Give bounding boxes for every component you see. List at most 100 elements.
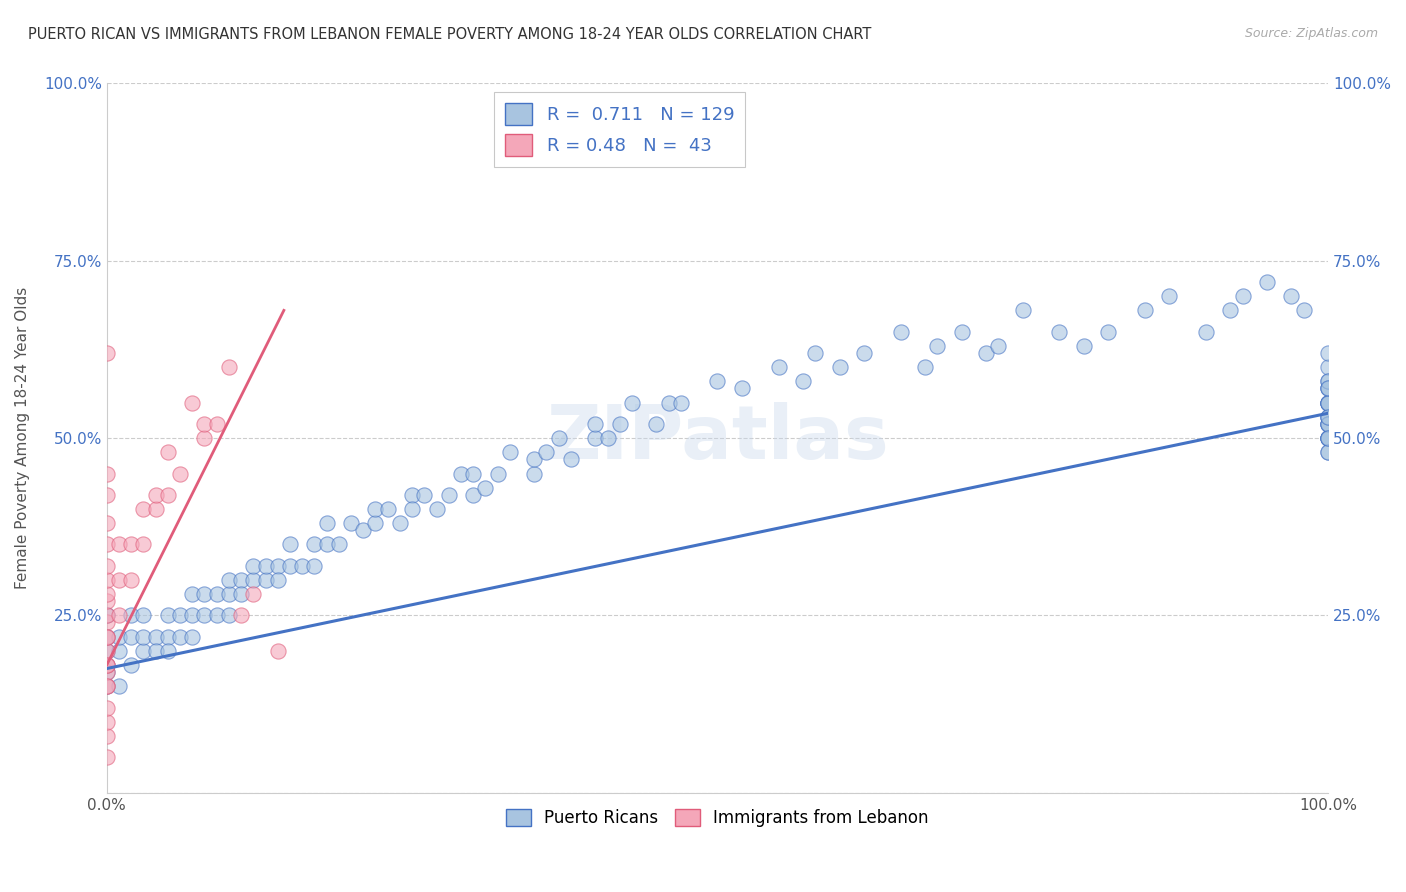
Point bbox=[242, 587, 264, 601]
Point bbox=[156, 445, 179, 459]
Point bbox=[181, 630, 204, 644]
Point bbox=[1159, 289, 1181, 303]
Point bbox=[1317, 417, 1340, 431]
Point bbox=[108, 679, 131, 693]
Point bbox=[1317, 409, 1340, 424]
Point bbox=[1256, 275, 1278, 289]
Point bbox=[96, 346, 118, 360]
Point bbox=[181, 395, 204, 409]
Point bbox=[1317, 360, 1340, 375]
Point bbox=[1317, 409, 1340, 424]
Point bbox=[890, 325, 912, 339]
Point bbox=[1317, 445, 1340, 459]
Point bbox=[156, 644, 179, 658]
Point bbox=[96, 750, 118, 764]
Point bbox=[474, 481, 496, 495]
Point bbox=[377, 502, 399, 516]
Point bbox=[229, 608, 252, 623]
Point bbox=[132, 502, 155, 516]
Point bbox=[145, 630, 167, 644]
Point bbox=[96, 700, 118, 714]
Point bbox=[1317, 417, 1340, 431]
Point bbox=[96, 608, 118, 623]
Point bbox=[229, 587, 252, 601]
Point bbox=[328, 537, 350, 551]
Point bbox=[1317, 381, 1340, 395]
Point bbox=[145, 502, 167, 516]
Point bbox=[205, 417, 228, 431]
Point bbox=[596, 431, 619, 445]
Point bbox=[1219, 303, 1241, 318]
Point bbox=[96, 608, 118, 623]
Point bbox=[205, 608, 228, 623]
Point bbox=[108, 608, 131, 623]
Point bbox=[1011, 303, 1033, 318]
Point bbox=[1317, 395, 1340, 409]
Point bbox=[96, 467, 118, 481]
Point bbox=[96, 558, 118, 573]
Point bbox=[181, 587, 204, 601]
Point bbox=[108, 630, 131, 644]
Point bbox=[169, 608, 191, 623]
Point bbox=[450, 467, 472, 481]
Point bbox=[828, 360, 851, 375]
Point bbox=[193, 431, 215, 445]
Point bbox=[254, 558, 277, 573]
Point bbox=[96, 658, 118, 673]
Legend: Puerto Ricans, Immigrants from Lebanon: Puerto Ricans, Immigrants from Lebanon bbox=[499, 803, 935, 834]
Point bbox=[96, 665, 118, 679]
Point bbox=[145, 644, 167, 658]
Point bbox=[1281, 289, 1303, 303]
Point bbox=[120, 573, 142, 587]
Point bbox=[96, 679, 118, 693]
Point bbox=[96, 644, 118, 658]
Point bbox=[927, 339, 949, 353]
Point bbox=[120, 537, 142, 551]
Y-axis label: Female Poverty Among 18-24 Year Olds: Female Poverty Among 18-24 Year Olds bbox=[15, 287, 30, 590]
Point bbox=[218, 587, 240, 601]
Point bbox=[218, 360, 240, 375]
Point bbox=[96, 679, 118, 693]
Point bbox=[1317, 431, 1340, 445]
Point bbox=[1317, 395, 1340, 409]
Point bbox=[96, 729, 118, 743]
Point bbox=[1317, 445, 1340, 459]
Point bbox=[108, 573, 131, 587]
Point bbox=[620, 395, 643, 409]
Point bbox=[583, 417, 606, 431]
Point bbox=[1317, 417, 1340, 431]
Point bbox=[291, 558, 314, 573]
Point bbox=[437, 488, 460, 502]
Point bbox=[96, 488, 118, 502]
Point bbox=[1317, 431, 1340, 445]
Point bbox=[304, 537, 326, 551]
Point bbox=[96, 630, 118, 644]
Text: Source: ZipAtlas.com: Source: ZipAtlas.com bbox=[1244, 27, 1378, 40]
Point bbox=[120, 630, 142, 644]
Point bbox=[1317, 417, 1340, 431]
Point bbox=[156, 608, 179, 623]
Point bbox=[853, 346, 876, 360]
Point bbox=[96, 587, 118, 601]
Point bbox=[1317, 431, 1340, 445]
Point bbox=[669, 395, 692, 409]
Point bbox=[145, 488, 167, 502]
Point bbox=[463, 488, 485, 502]
Point bbox=[108, 537, 131, 551]
Point bbox=[1049, 325, 1071, 339]
Point bbox=[304, 558, 326, 573]
Point bbox=[205, 587, 228, 601]
Point bbox=[218, 573, 240, 587]
Point bbox=[1317, 431, 1340, 445]
Point bbox=[156, 630, 179, 644]
Point bbox=[583, 431, 606, 445]
Point bbox=[413, 488, 436, 502]
Point bbox=[914, 360, 936, 375]
Point bbox=[315, 537, 337, 551]
Point bbox=[499, 445, 522, 459]
Point bbox=[768, 360, 790, 375]
Point bbox=[254, 573, 277, 587]
Point bbox=[1073, 339, 1095, 353]
Point bbox=[352, 523, 374, 537]
Point bbox=[96, 573, 118, 587]
